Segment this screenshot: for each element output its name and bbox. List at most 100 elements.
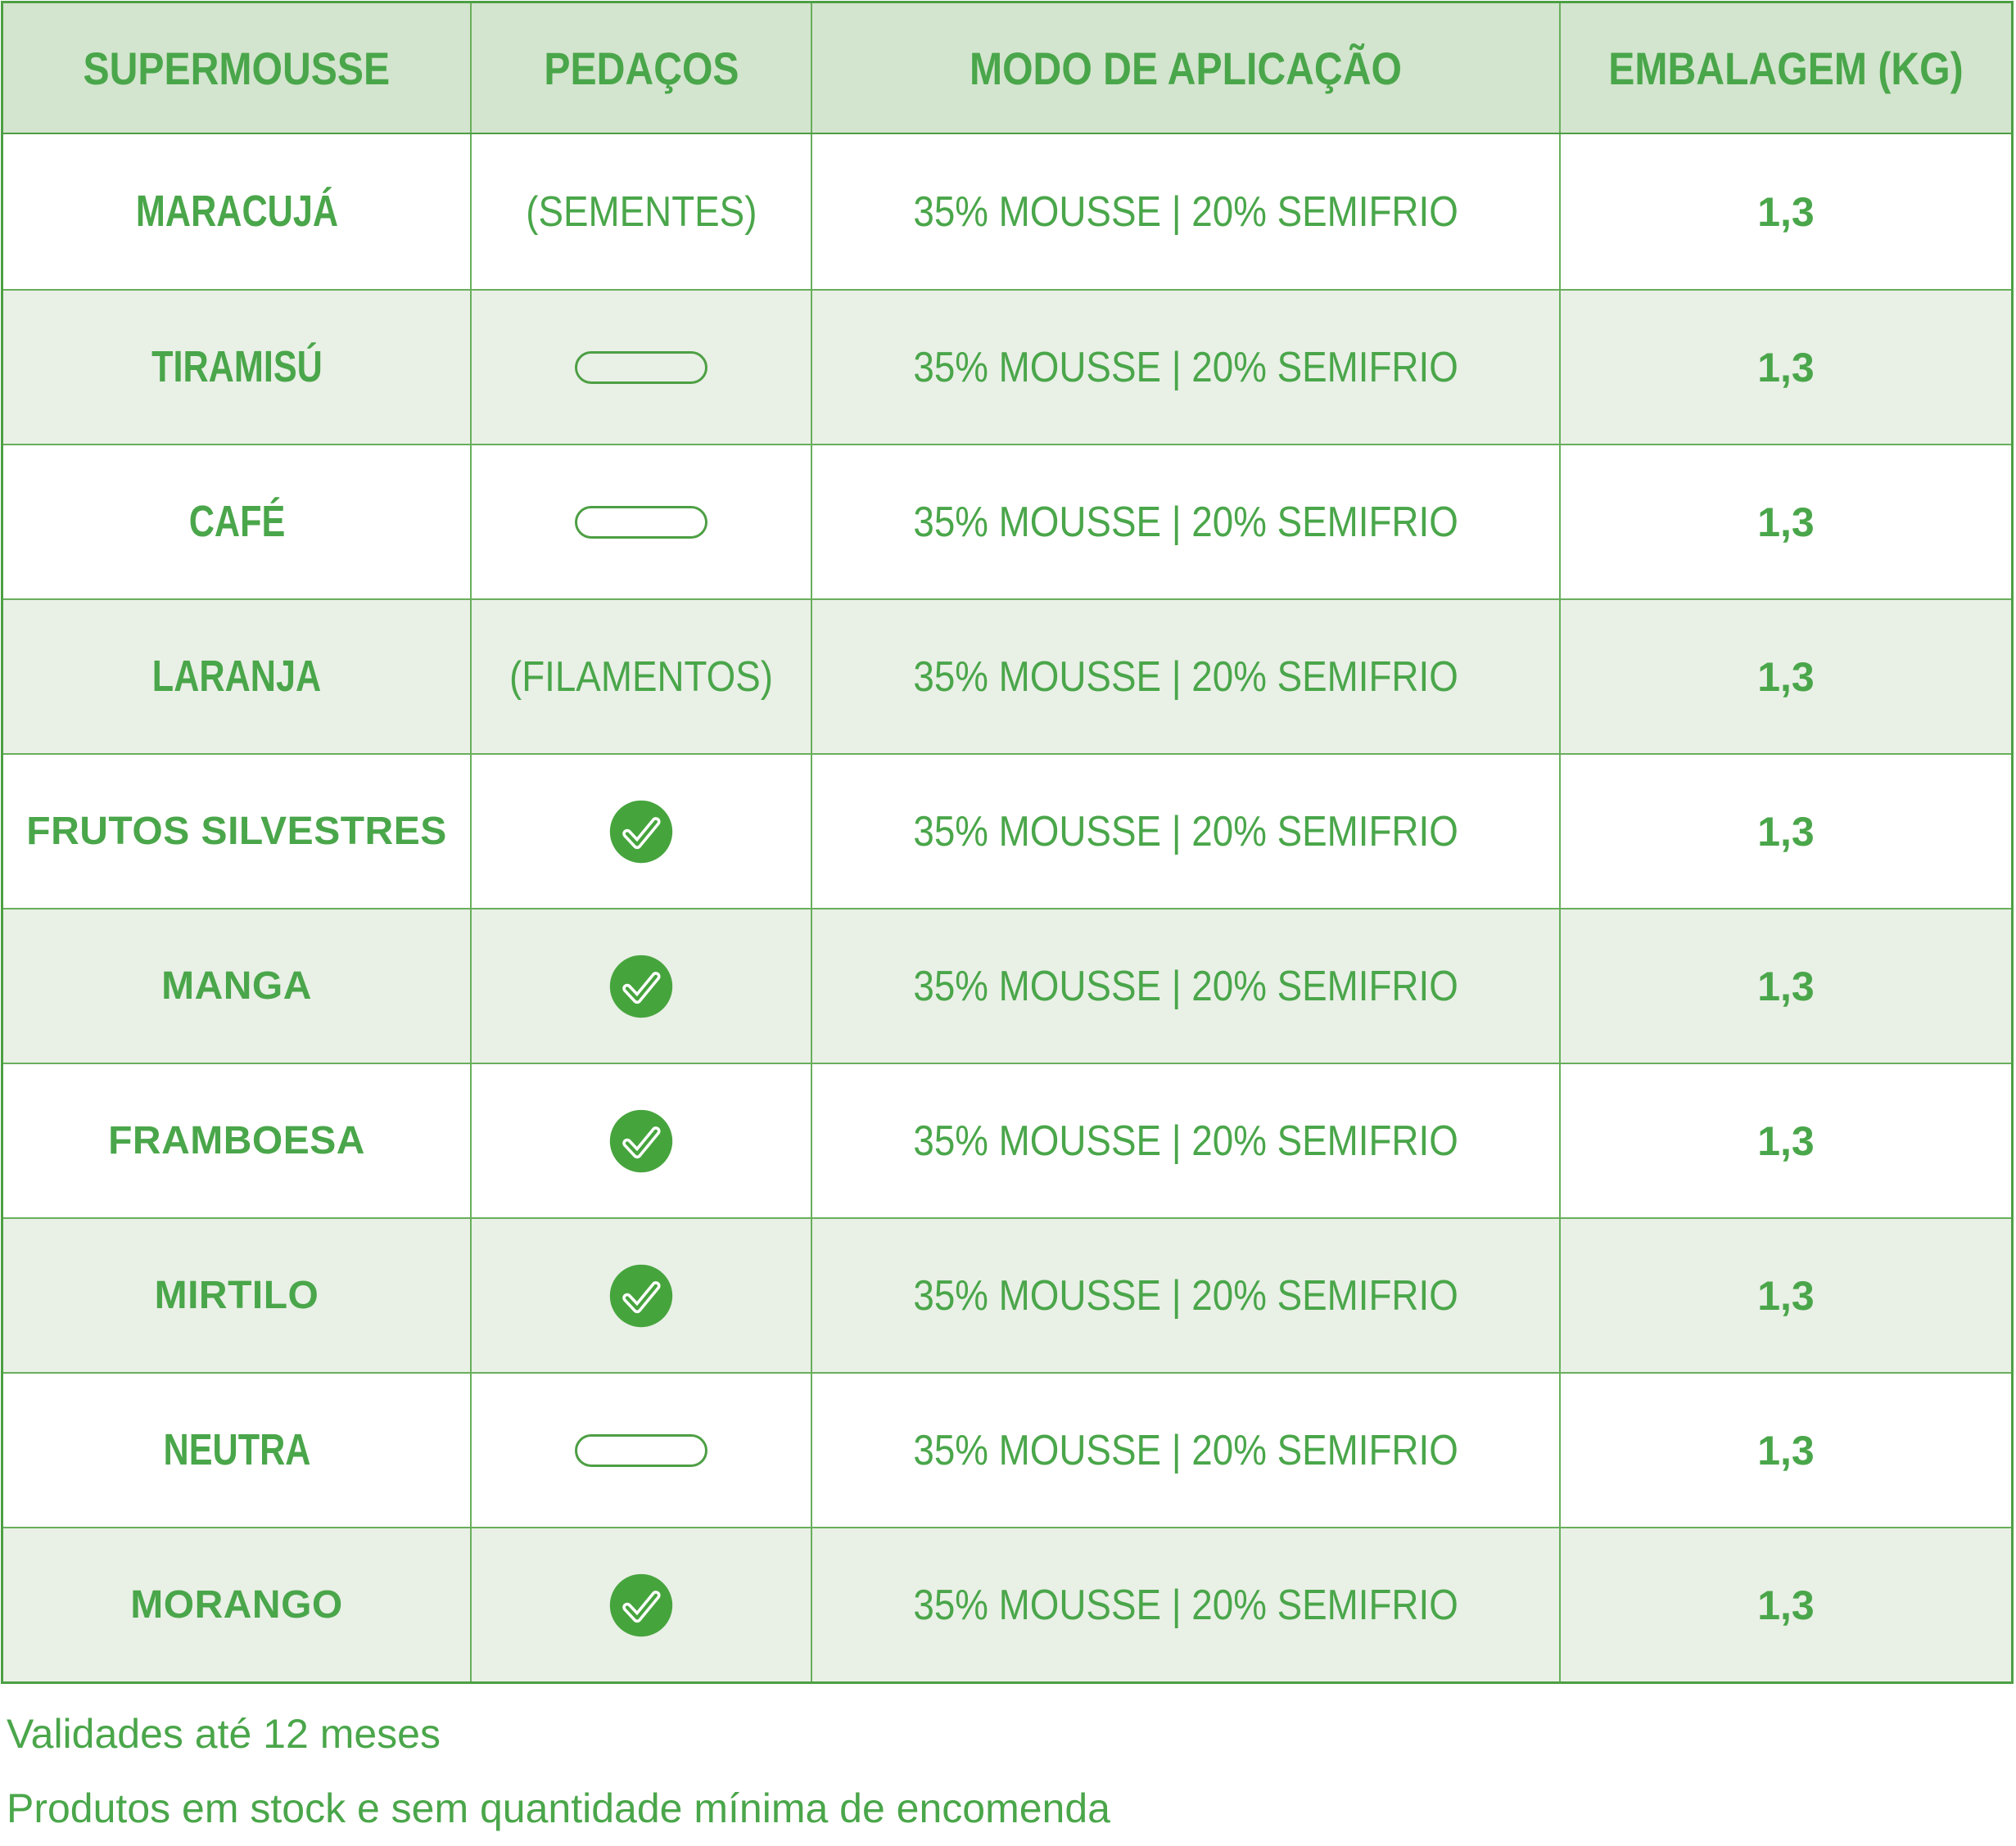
embalagem-cell: 1,3 <box>1559 1374 2011 1527</box>
product-name-cell: MANGA <box>3 909 470 1063</box>
header-cell-supermousse: SUPERMOUSSE <box>3 3 470 133</box>
embalagem-value: 1,3 <box>1757 1272 1815 1319</box>
empty-pill-shape <box>575 505 707 539</box>
table-row: CAFÉ 35% MOUSSE | 20% SEMIFRIO 1,3 <box>3 444 2011 598</box>
pedacos-label: (FILAMENTOS) <box>509 652 774 701</box>
embalagem-cell: 1,3 <box>1559 755 2011 908</box>
product-name: MORANGO <box>130 1582 343 1627</box>
product-name: MANGA <box>161 964 312 1008</box>
product-name-cell: MORANGO <box>3 1528 470 1681</box>
header-cell-embalagem-kg: EMBALAGEM (KG) <box>1559 3 2011 133</box>
product-name: CAFÉ <box>188 497 285 547</box>
modo-label: 35% MOUSSE | 20% SEMIFRIO <box>913 343 1458 391</box>
modo-label: 35% MOUSSE | 20% SEMIFRIO <box>913 1117 1458 1165</box>
modo-cell: 35% MOUSSE | 20% SEMIFRIO <box>811 1528 1559 1681</box>
modo-cell: 35% MOUSSE | 20% SEMIFRIO <box>811 909 1559 1063</box>
table-row: FRAMBOESA 35% MOUSSE | 20% SEMIFRIO 1,3 <box>3 1063 2011 1217</box>
pedacos-cell <box>470 445 811 598</box>
product-name-cell: MIRTILO <box>3 1219 470 1372</box>
embalagem-value: 1,3 <box>1757 188 1815 235</box>
product-name-cell: LARANJA <box>3 600 470 753</box>
product-name-cell: CAFÉ <box>3 445 470 598</box>
product-name-cell: TIRAMISÚ <box>3 291 470 444</box>
modo-cell: 35% MOUSSE | 20% SEMIFRIO <box>811 445 1559 598</box>
pedacos-cell <box>470 291 811 444</box>
product-name-cell: NEUTRA <box>3 1374 470 1527</box>
embalagem-value: 1,3 <box>1757 963 1815 1009</box>
check-circle-icon <box>609 800 673 863</box>
modo-cell: 35% MOUSSE | 20% SEMIFRIO <box>811 600 1559 753</box>
check-circle-icon <box>609 1264 673 1327</box>
empty-pill-shape <box>575 350 707 384</box>
pedacos-cell <box>470 1064 811 1217</box>
pedacos-cell: (FILAMENTOS) <box>470 600 811 753</box>
table-row: MARACUJÁ (SEMENTES) 35% MOUSSE | 20% SEM… <box>3 134 2011 289</box>
embalagem-cell: 1,3 <box>1559 1219 2011 1372</box>
modo-label: 35% MOUSSE | 20% SEMIFRIO <box>913 652 1458 701</box>
product-name: FRUTOS SILVESTRES <box>26 809 447 853</box>
note-stock: Produtos em stock e sem quantidade mínim… <box>7 1785 1110 1831</box>
empty-pill-shape <box>575 1433 707 1467</box>
pedacos-cell <box>470 1374 811 1527</box>
table-row: FRUTOS SILVESTRES 35% MOUSSE | 20% SEMIF… <box>3 753 2011 908</box>
pedacos-cell <box>470 909 811 1063</box>
embalagem-value: 1,3 <box>1757 499 1815 545</box>
embalagem-cell: 1,3 <box>1559 445 2011 598</box>
table-row: MANGA 35% MOUSSE | 20% SEMIFRIO 1,3 <box>3 908 2011 1063</box>
header-label: PEDAÇOS <box>543 42 739 94</box>
modo-label: 35% MOUSSE | 20% SEMIFRIO <box>913 187 1458 236</box>
product-name: FRAMBOESA <box>108 1118 365 1162</box>
table-row: NEUTRA 35% MOUSSE | 20% SEMIFRIO 1,3 <box>3 1372 2011 1527</box>
modo-label: 35% MOUSSE | 20% SEMIFRIO <box>913 1426 1458 1474</box>
modo-label: 35% MOUSSE | 20% SEMIFRIO <box>913 962 1458 1010</box>
header-label: MODO DE APLICAÇÃO <box>970 42 1402 94</box>
modo-label: 35% MOUSSE | 20% SEMIFRIO <box>913 1581 1458 1629</box>
product-table: SUPERMOUSSE PEDAÇOS MODO DE APLICAÇÃO EM… <box>1 1 2014 1684</box>
note-validity: Validades até 12 meses <box>7 1711 441 1757</box>
product-name-cell: FRAMBOESA <box>3 1064 470 1217</box>
embalagem-cell: 1,3 <box>1559 600 2011 753</box>
product-name: NEUTRA <box>163 1425 310 1475</box>
modo-cell: 35% MOUSSE | 20% SEMIFRIO <box>811 134 1559 289</box>
embalagem-cell: 1,3 <box>1559 134 2011 289</box>
modo-label: 35% MOUSSE | 20% SEMIFRIO <box>913 807 1458 855</box>
header-label: EMBALAGEM (KG) <box>1608 42 1964 94</box>
footer-notes: Validades até 12 meses Produtos em stock… <box>7 1697 2016 1846</box>
header-cell-pedacos: PEDAÇOS <box>470 3 811 133</box>
modo-label: 35% MOUSSE | 20% SEMIFRIO <box>913 498 1458 546</box>
header-label: SUPERMOUSSE <box>83 42 391 94</box>
product-name-cell: MARACUJÁ <box>3 134 470 289</box>
embalagem-cell: 1,3 <box>1559 909 2011 1063</box>
modo-cell: 35% MOUSSE | 20% SEMIFRIO <box>811 1064 1559 1217</box>
modo-label: 35% MOUSSE | 20% SEMIFRIO <box>913 1271 1458 1320</box>
embalagem-value: 1,3 <box>1757 1582 1815 1628</box>
embalagem-value: 1,3 <box>1757 808 1815 855</box>
header-cell-modo-de-aplicacao: MODO DE APLICAÇÃO <box>811 3 1559 133</box>
product-name: MARACUJÁ <box>135 187 338 237</box>
modo-cell: 35% MOUSSE | 20% SEMIFRIO <box>811 755 1559 908</box>
embalagem-value: 1,3 <box>1757 1117 1815 1164</box>
table-row: LARANJA (FILAMENTOS) 35% MOUSSE | 20% SE… <box>3 598 2011 753</box>
embalagem-value: 1,3 <box>1757 344 1815 390</box>
embalagem-cell: 1,3 <box>1559 291 2011 444</box>
pedacos-label: (SEMENTES) <box>525 187 757 236</box>
check-circle-icon <box>609 1573 673 1636</box>
modo-cell: 35% MOUSSE | 20% SEMIFRIO <box>811 291 1559 444</box>
pedacos-cell <box>470 1528 811 1681</box>
embalagem-cell: 1,3 <box>1559 1528 2011 1681</box>
table-body: MARACUJÁ (SEMENTES) 35% MOUSSE | 20% SEM… <box>3 134 2011 1681</box>
product-name: MIRTILO <box>154 1273 319 1317</box>
check-circle-icon <box>609 1109 673 1172</box>
embalagem-cell: 1,3 <box>1559 1064 2011 1217</box>
product-name-cell: FRUTOS SILVESTRES <box>3 755 470 908</box>
table-header-row: SUPERMOUSSE PEDAÇOS MODO DE APLICAÇÃO EM… <box>3 3 2011 134</box>
embalagem-value: 1,3 <box>1757 653 1815 700</box>
modo-cell: 35% MOUSSE | 20% SEMIFRIO <box>811 1374 1559 1527</box>
table-row: MIRTILO 35% MOUSSE | 20% SEMIFRIO 1,3 <box>3 1217 2011 1372</box>
pedacos-cell <box>470 755 811 908</box>
product-name: TIRAMISÚ <box>151 342 323 392</box>
check-circle-icon <box>609 955 673 1018</box>
pedacos-cell <box>470 1219 811 1372</box>
embalagem-value: 1,3 <box>1757 1427 1815 1474</box>
table-row: MORANGO 35% MOUSSE | 20% SEMIFRIO 1,3 <box>3 1527 2011 1681</box>
